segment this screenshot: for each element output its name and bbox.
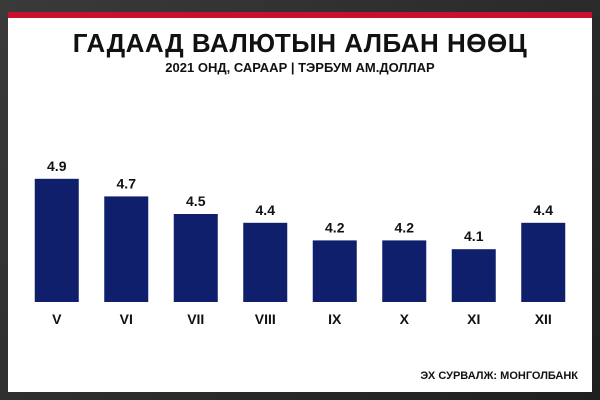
value-label-VI: 4.7 <box>117 175 137 191</box>
value-label-XII: 4.4 <box>534 202 554 218</box>
category-label-VI: VI <box>120 311 133 327</box>
bar-IX <box>312 240 357 302</box>
chart-subtitle: 2021 ОНД, САРААР | ТЭРБУМ АМ.ДОЛЛАР <box>165 60 435 75</box>
bar-V <box>34 178 79 302</box>
bar-X <box>382 240 427 302</box>
category-label-V: V <box>52 311 62 327</box>
value-label-VII: 4.5 <box>186 193 206 209</box>
bar-XII <box>521 222 566 302</box>
chart-header: ГАДААД ВАЛЮТЫН АЛБАН НӨӨЦ 2021 ОНД, САРА… <box>8 12 592 76</box>
category-label-XII: XII <box>535 311 552 327</box>
category-label-VII: VII <box>187 311 204 327</box>
category-label-VIII: VIII <box>255 311 276 327</box>
value-label-X: 4.2 <box>395 219 415 235</box>
value-label-IX: 4.2 <box>325 219 345 235</box>
value-label-XI: 4.1 <box>464 228 484 244</box>
bar-XI <box>451 249 496 302</box>
bar-VII <box>173 214 218 302</box>
bar-VIII <box>243 222 288 302</box>
category-label-X: X <box>400 311 410 327</box>
chart-title: ГАДААД ВАЛЮТЫН АЛБАН НӨӨЦ <box>72 28 528 58</box>
category-label-XI: XI <box>467 311 480 327</box>
value-label-V: 4.9 <box>47 158 67 174</box>
category-label-IX: IX <box>328 311 342 327</box>
bar-chart: 4.9 V 4.7 VI 4.5 VII 4.4 VIII 4.2 IX 4.2 X 4.1 XI 4.4 X… <box>34 158 566 327</box>
bar-VI <box>104 196 149 302</box>
value-label-VIII: 4.4 <box>256 202 276 218</box>
chart-panel: 4.9 V 4.7 VI 4.5 VII 4.4 VIII 4.2 IX 4.2 X 4.1 XI 4.4 X… <box>8 62 592 392</box>
source-note: ЭХ СУРВАЛЖ: МОНГОЛБАНК <box>420 370 578 382</box>
